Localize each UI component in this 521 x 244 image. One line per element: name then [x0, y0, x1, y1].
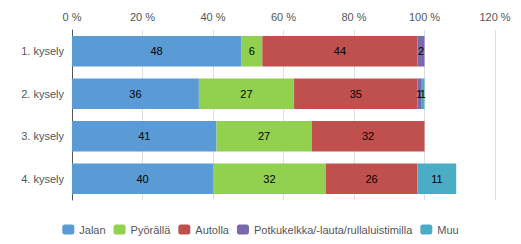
svg-text:27: 27	[258, 130, 270, 142]
svg-text:44: 44	[334, 45, 346, 57]
svg-text:60 %: 60 %	[271, 11, 296, 23]
svg-text:11: 11	[431, 173, 442, 185]
svg-text:27: 27	[240, 88, 252, 100]
svg-text:120 %: 120 %	[479, 11, 510, 23]
svg-text:2: 2	[418, 45, 424, 57]
svg-text:48: 48	[150, 45, 162, 57]
svg-text:32: 32	[362, 130, 374, 142]
svg-text:4. kysely: 4. kysely	[21, 173, 64, 185]
svg-text:Potkukelkka/-lauta/rullaluisti: Potkukelkka/-lauta/rullaluistimilla	[254, 224, 413, 236]
svg-text:100 %: 100 %	[409, 11, 440, 23]
svg-text:80 %: 80 %	[341, 11, 366, 23]
svg-text:41: 41	[138, 130, 150, 142]
svg-text:1: 1	[420, 88, 426, 100]
svg-text:6: 6	[249, 45, 255, 57]
svg-text:2. kysely: 2. kysely	[21, 88, 64, 100]
svg-text:Muu: Muu	[437, 224, 458, 236]
svg-text:26: 26	[366, 173, 378, 185]
svg-text:Pyörällä: Pyörällä	[131, 224, 172, 236]
svg-text:1. kysely: 1. kysely	[21, 45, 64, 57]
svg-text:40: 40	[136, 173, 148, 185]
svg-text:0 %: 0 %	[63, 11, 82, 23]
svg-text:Autolla: Autolla	[195, 224, 230, 236]
svg-text:35: 35	[350, 88, 362, 100]
svg-text:36: 36	[129, 88, 141, 100]
svg-text:40 %: 40 %	[200, 11, 225, 23]
svg-text:32: 32	[263, 173, 275, 185]
svg-text:3. kysely: 3. kysely	[21, 130, 64, 142]
svg-text:20 %: 20 %	[130, 11, 155, 23]
svg-text:Jalan: Jalan	[79, 224, 105, 236]
